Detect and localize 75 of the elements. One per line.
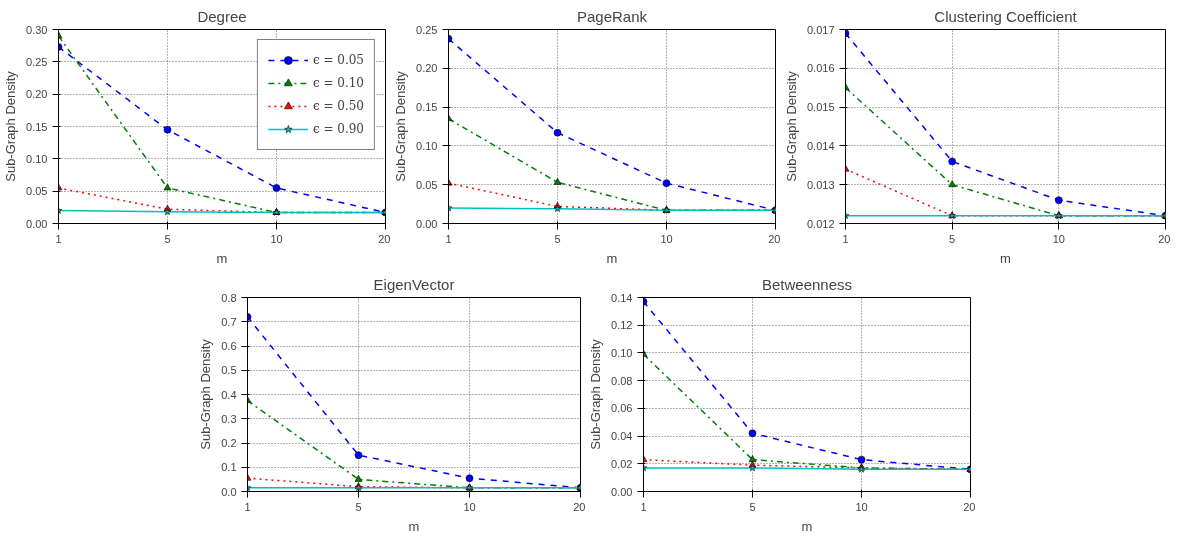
- y-tick-label: 0.00: [416, 217, 438, 230]
- y-tick-label: 0.5: [221, 364, 237, 377]
- x-axis-title: m: [408, 518, 420, 534]
- x-tick-label: 1: [640, 500, 647, 513]
- y-axis-title: Sub-Graph Density: [783, 70, 799, 182]
- y-tick-label: 0.15: [416, 101, 438, 114]
- x-axis-title: m: [216, 250, 228, 266]
- y-tick-label: 0.015: [806, 101, 835, 114]
- legend-label: ϵ = 0.90: [312, 122, 364, 136]
- x-tick-label: 1: [244, 500, 251, 513]
- y-tick-label: 0.05: [416, 178, 438, 191]
- chart-title: PageRank: [576, 7, 648, 25]
- y-tick-label: 0.014: [806, 139, 835, 152]
- y-axis-title: Sub-Graph Density: [3, 70, 19, 182]
- x-tick-label: 5: [749, 500, 756, 513]
- y-tick-label: 0.02: [611, 457, 633, 470]
- chart-title: Clustering Coefficient: [934, 7, 1078, 25]
- x-tick-label: 1: [445, 232, 452, 245]
- y-tick-label: 0.30: [26, 23, 48, 36]
- y-axis-title: Sub-Graph Density: [393, 70, 409, 182]
- y-tick-label: 0.05: [26, 185, 48, 198]
- x-axis-title: m: [801, 518, 813, 534]
- x-tick-label: 5: [164, 232, 171, 245]
- y-tick-label: 0.15: [26, 120, 48, 133]
- chart-title: Betweenness: [761, 275, 853, 293]
- y-tick-label: 0.20: [416, 62, 438, 75]
- x-tick-label: 10: [463, 500, 476, 513]
- y-tick-label: 0.00: [26, 217, 48, 230]
- x-axis-title: m: [606, 250, 618, 266]
- y-tick-label: 0.10: [416, 139, 438, 152]
- x-tick-label: 5: [949, 232, 956, 245]
- legend-label: ϵ = 0.50: [312, 99, 364, 113]
- y-tick-label: 0.3: [221, 412, 237, 425]
- x-tick-label: 20: [378, 232, 391, 245]
- x-tick-label: 20: [768, 232, 781, 245]
- x-tick-label: 1: [842, 232, 849, 245]
- y-tick-label: 0.20: [26, 88, 48, 101]
- y-axis-title: Sub-Graph Density: [588, 338, 604, 450]
- x-tick-label: 20: [963, 500, 976, 513]
- x-tick-label: 20: [573, 500, 586, 513]
- y-tick-label: 0.1: [221, 461, 237, 474]
- y-tick-label: 0.10: [611, 346, 633, 359]
- y-tick-label: 0.7: [221, 315, 237, 328]
- y-tick-label: 0.2: [221, 437, 237, 449]
- y-tick-label: 0.00: [611, 485, 633, 498]
- y-tick-label: 0.6: [221, 340, 237, 352]
- y-tick-label: 0.10: [26, 152, 48, 165]
- legend-label: ϵ = 0.05: [312, 53, 364, 67]
- x-tick-label: 10: [270, 232, 283, 245]
- y-tick-label: 0.04: [611, 430, 633, 443]
- x-tick-label: 10: [855, 500, 868, 513]
- y-tick-label: 0.12: [611, 319, 633, 332]
- y-tick-label: 0.016: [806, 62, 835, 75]
- y-tick-label: 0.06: [611, 402, 633, 415]
- y-tick-label: 0.0: [221, 485, 237, 498]
- y-tick-label: 0.14: [611, 291, 633, 304]
- legend-label: ϵ = 0.10: [312, 76, 364, 90]
- x-axis-title: m: [1000, 250, 1011, 266]
- y-tick-label: 0.017: [806, 23, 835, 36]
- y-tick-label: 0.8: [221, 291, 237, 304]
- y-tick-label: 0.25: [26, 55, 48, 68]
- x-tick-label: 5: [554, 232, 561, 245]
- x-tick-label: 5: [355, 500, 362, 513]
- y-tick-label: 0.08: [611, 374, 633, 387]
- chart-title: Degree: [197, 7, 247, 25]
- y-tick-label: 0.013: [806, 178, 835, 191]
- chart-title: EigenVector: [373, 275, 455, 293]
- y-tick-label: 0.012: [806, 217, 835, 230]
- x-tick-label: 10: [1052, 232, 1065, 245]
- x-tick-label: 1: [55, 232, 62, 245]
- x-tick-label: 10: [660, 232, 673, 245]
- x-tick-label: 20: [1158, 232, 1171, 245]
- y-tick-label: 0.4: [221, 388, 237, 401]
- y-axis-title: Sub-Graph Density: [198, 338, 214, 450]
- y-tick-label: 0.25: [416, 23, 438, 36]
